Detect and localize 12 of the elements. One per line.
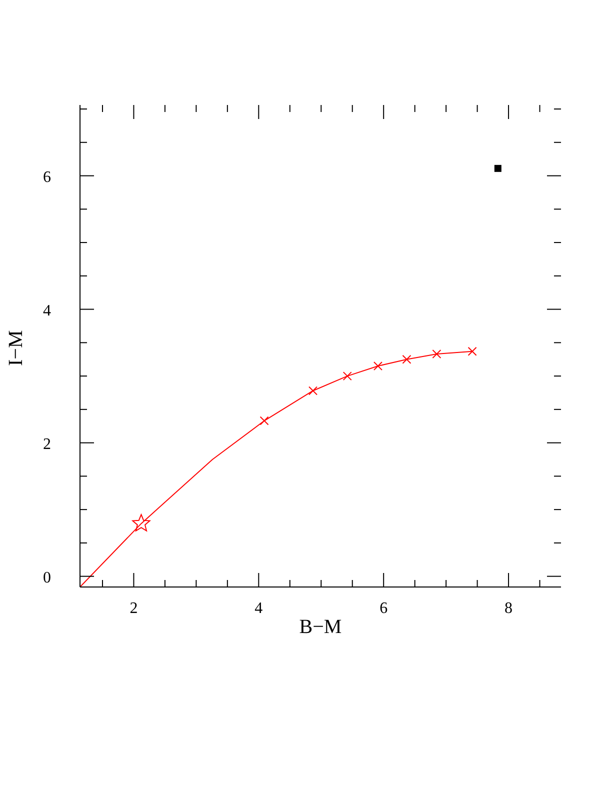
y-tick-label: 6 bbox=[43, 168, 51, 186]
x-tick-label: 4 bbox=[254, 600, 263, 617]
y-tick-label: 0 bbox=[43, 569, 51, 586]
point bbox=[494, 164, 502, 172]
x-tick-label: 8 bbox=[504, 600, 513, 617]
x-tick-label: 6 bbox=[380, 600, 388, 617]
point bbox=[132, 514, 150, 532]
x-axis-title: B−M bbox=[299, 616, 342, 638]
x-tick-label: 2 bbox=[130, 600, 138, 617]
y-axis-title: I−M bbox=[5, 330, 28, 366]
y-tick-label: 2 bbox=[43, 436, 51, 453]
y-tick-label: 4 bbox=[43, 302, 51, 320]
